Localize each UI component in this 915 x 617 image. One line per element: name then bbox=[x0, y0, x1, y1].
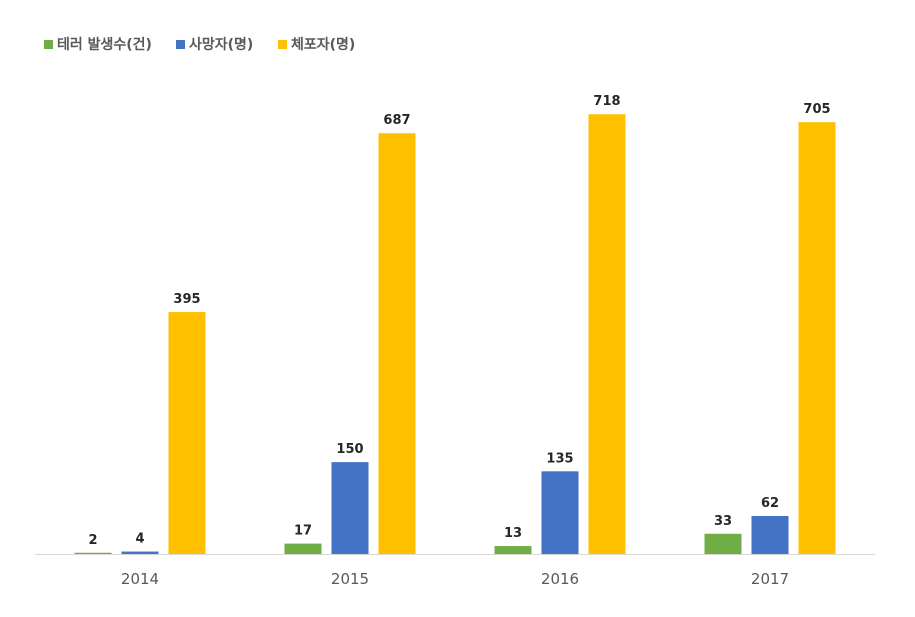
bar bbox=[121, 551, 159, 554]
legend: 테러 발생수(건) 사망자(명) 체포자(명) bbox=[44, 36, 355, 53]
bar bbox=[494, 546, 532, 554]
data-label: 718 bbox=[593, 94, 620, 109]
data-label: 687 bbox=[383, 113, 410, 128]
legend-swatch bbox=[44, 40, 53, 49]
data-label: 150 bbox=[336, 442, 363, 457]
legend-label: 테러 발생수(건) bbox=[57, 36, 152, 53]
bar bbox=[704, 533, 742, 554]
bar bbox=[798, 122, 836, 554]
data-label: 13 bbox=[504, 526, 522, 541]
bar bbox=[378, 133, 416, 554]
legend-swatch bbox=[278, 40, 287, 49]
legend-swatch bbox=[176, 40, 185, 49]
data-label: 395 bbox=[173, 292, 200, 307]
data-label: 33 bbox=[714, 514, 732, 529]
data-labels-group: 2 4 395 17 150 687 13 135 718 33 62 705 bbox=[88, 94, 830, 548]
data-label: 2 bbox=[88, 533, 97, 548]
bar bbox=[284, 543, 322, 554]
bar bbox=[74, 552, 112, 554]
bar bbox=[588, 114, 626, 554]
x-tick-label: 2015 bbox=[331, 570, 369, 588]
data-label: 17 bbox=[294, 524, 312, 539]
x-tick-label: 2016 bbox=[541, 570, 579, 588]
data-label: 4 bbox=[135, 532, 144, 547]
data-label: 62 bbox=[761, 496, 779, 511]
bar bbox=[168, 312, 206, 554]
legend-label: 사망자(명) bbox=[189, 36, 253, 53]
x-tick-label: 2014 bbox=[121, 570, 159, 588]
bar bbox=[541, 471, 579, 554]
data-label: 705 bbox=[803, 102, 830, 117]
bars-group bbox=[74, 114, 836, 554]
x-tick-label: 2017 bbox=[751, 570, 789, 588]
bar bbox=[751, 516, 789, 554]
data-label: 135 bbox=[546, 451, 573, 466]
x-axis-ticks: 2014 2015 2016 2017 bbox=[121, 570, 789, 588]
legend-label: 체포자(명) bbox=[291, 36, 355, 53]
bar bbox=[331, 462, 369, 554]
